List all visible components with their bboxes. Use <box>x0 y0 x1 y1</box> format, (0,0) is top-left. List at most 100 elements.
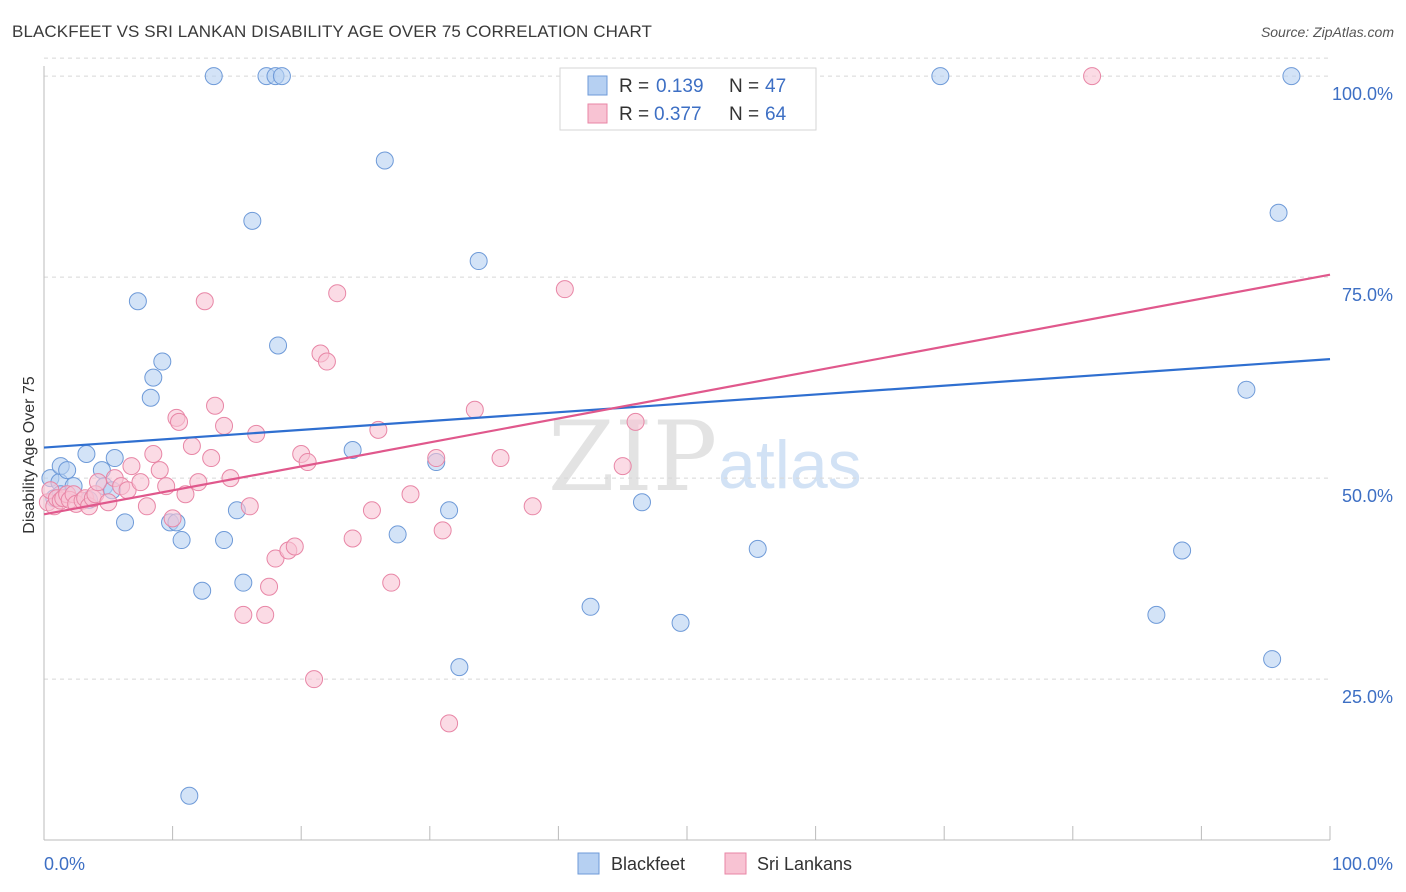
point-blackfeet <box>632 493 651 512</box>
point-blackfeet <box>671 613 690 632</box>
bottom-legend-swatch-srilankan <box>724 852 747 875</box>
point-blackfeet <box>440 501 459 520</box>
y-tick-label-25: 25.0% <box>1342 687 1393 707</box>
point-srilankan <box>266 549 285 568</box>
point-srilankan <box>298 453 317 472</box>
point-srilankan <box>234 605 253 624</box>
point-srilankan <box>343 529 362 548</box>
point-srilankan <box>163 509 182 528</box>
point-srilankan <box>317 352 336 371</box>
point-srilankan <box>382 573 401 592</box>
point-blackfeet <box>144 368 163 387</box>
point-blackfeet <box>180 786 199 805</box>
point-srilankan <box>427 449 446 468</box>
legend-n-value-blackfeet: 47 <box>765 76 786 97</box>
point-srilankan <box>189 473 208 492</box>
point-srilankan <box>131 473 150 492</box>
point-blackfeet <box>469 252 488 271</box>
point-srilankan <box>202 449 221 468</box>
legend-r-label-srilankan: R = <box>619 104 649 125</box>
watermark: ZIP atlas <box>548 401 862 513</box>
point-srilankan <box>182 436 201 455</box>
point-srilankan <box>285 537 304 556</box>
point-blackfeet <box>388 525 407 544</box>
point-blackfeet <box>1237 380 1256 399</box>
y-tick-label-100: 100.0% <box>1332 84 1393 104</box>
legend-n-value-srilankan: 64 <box>765 104 787 125</box>
legend-n-label-srilankan: N = <box>729 104 759 125</box>
axes <box>43 66 1331 841</box>
x-tick-label-min: 0.0% <box>44 854 85 874</box>
point-blackfeet <box>272 67 291 86</box>
point-srilankan <box>260 577 279 596</box>
y-tick-label-75: 75.0% <box>1342 285 1393 305</box>
y-axis-title: Disability Age Over 75 <box>21 376 38 534</box>
point-blackfeet <box>234 573 253 592</box>
point-srilankan <box>401 485 420 504</box>
point-blackfeet <box>105 449 124 468</box>
point-srilankan <box>491 449 510 468</box>
legend-swatch-blackfeet <box>587 75 608 96</box>
point-srilankan <box>176 485 195 504</box>
point-blackfeet <box>450 658 469 677</box>
point-blackfeet <box>153 352 172 371</box>
legend-r-value-blackfeet: 0.139 <box>656 76 704 97</box>
bottom-legend: Blackfeet Sri Lankans <box>577 852 852 875</box>
point-blackfeet <box>931 67 950 86</box>
point-srilankan <box>626 412 645 431</box>
point-srilankan <box>89 473 108 492</box>
point-blackfeet <box>215 531 234 550</box>
point-srilankan <box>195 292 214 311</box>
point-blackfeet <box>116 513 135 532</box>
point-srilankan <box>305 670 324 689</box>
legend: R = 0.139 N = 47 R = 0.377 N = 64 <box>559 67 817 131</box>
series-blackfeet-points <box>41 67 1301 805</box>
trend-lines <box>43 273 1331 516</box>
x-tick-label-max: 100.0% <box>1332 854 1393 874</box>
watermark-atlas: atlas <box>718 427 862 503</box>
point-blackfeet <box>172 531 191 550</box>
point-srilankan <box>613 457 632 476</box>
legend-swatch-srilankan <box>587 103 608 124</box>
point-srilankan <box>150 461 169 480</box>
point-srilankan <box>215 416 234 435</box>
point-blackfeet <box>343 441 362 459</box>
source-credit: Source: ZipAtlas.com <box>1260 24 1394 40</box>
point-blackfeet <box>141 388 160 407</box>
point-srilankan <box>240 497 259 516</box>
point-blackfeet <box>204 67 223 86</box>
point-srilankan <box>328 284 347 303</box>
point-blackfeet <box>1282 67 1301 86</box>
point-blackfeet <box>77 445 96 464</box>
series-srilankan-points <box>38 67 1102 733</box>
point-srilankan <box>256 605 275 624</box>
chart-title: BLACKFEET VS SRI LANKAN DISABILITY AGE O… <box>12 22 652 41</box>
point-blackfeet <box>581 597 600 616</box>
point-srilankan <box>362 501 381 520</box>
point-srilankan <box>170 412 189 431</box>
point-blackfeet <box>1269 203 1288 222</box>
y-tick-labels: 25.0% 50.0% 75.0% 100.0% <box>1332 84 1393 707</box>
point-blackfeet <box>1263 650 1282 669</box>
bottom-legend-label-blackfeet: Blackfeet <box>611 854 685 874</box>
point-srilankan <box>440 714 459 733</box>
point-blackfeet <box>375 151 394 170</box>
trend-line-blackfeet <box>43 358 1331 449</box>
point-srilankan <box>206 396 225 415</box>
point-blackfeet <box>748 539 767 558</box>
point-blackfeet <box>58 461 77 480</box>
point-srilankan <box>137 497 156 516</box>
y-tick-label-50: 50.0% <box>1342 486 1393 506</box>
point-srilankan <box>122 457 141 476</box>
legend-n-label-blackfeet: N = <box>729 76 759 97</box>
point-blackfeet <box>1173 541 1192 560</box>
bottom-legend-label-srilankan: Sri Lankans <box>757 854 852 874</box>
bottom-legend-swatch-blackfeet <box>577 852 600 875</box>
point-srilankan <box>433 521 452 540</box>
point-blackfeet <box>1147 605 1166 624</box>
x-tick-labels: 0.0% 100.0% <box>44 854 1393 874</box>
point-blackfeet <box>128 292 147 311</box>
point-blackfeet <box>193 581 212 600</box>
point-srilankan <box>1083 67 1102 86</box>
